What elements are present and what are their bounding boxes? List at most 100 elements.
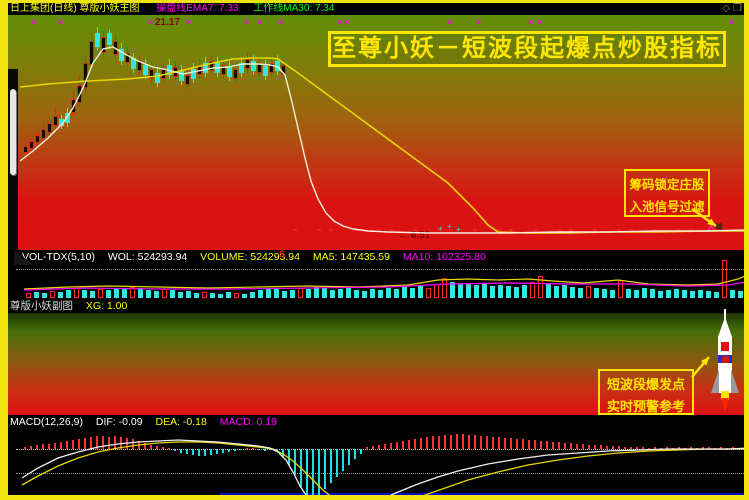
- macd-bar-up: [504, 438, 506, 449]
- macd-bar-up: [138, 441, 140, 449]
- volume-bar: [34, 292, 39, 298]
- flat-candle: [329, 229, 333, 231]
- macd-bar-up: [708, 447, 710, 449]
- volume-bar: [570, 287, 575, 298]
- candle-body: [35, 135, 40, 143]
- macd-bar-up: [714, 448, 716, 449]
- macd-bar-up: [114, 436, 116, 449]
- left-scrollbar-thumb[interactable]: [9, 89, 16, 175]
- candle-body: [203, 63, 208, 73]
- volume-bar: [722, 260, 727, 298]
- macd-bar-down: [234, 449, 236, 451]
- macd-chart-pane[interactable]: [8, 430, 744, 495]
- macd-bar-down: [330, 449, 332, 483]
- peak-price-label: 21.17: [155, 17, 181, 28]
- volume-bar: [642, 288, 647, 298]
- annotation-lock-line1: 筹码锁定庄股: [629, 178, 705, 192]
- macd-bar-up: [630, 447, 632, 449]
- macd-bar-up: [102, 436, 104, 449]
- macd-bar-up: [432, 436, 434, 449]
- x-mark: ×: [729, 17, 735, 27]
- window-bottom-edge: [220, 493, 744, 495]
- annotation-alert-box: 短波段爆发点 实时预警参考: [598, 369, 694, 415]
- volume-bar: [650, 289, 655, 298]
- candle-body: [29, 141, 34, 149]
- volume-bar: [514, 287, 519, 298]
- candle-body: [197, 65, 202, 75]
- volume-bar: [346, 288, 351, 298]
- volume-bar: [618, 280, 623, 298]
- volume-bar: [698, 290, 703, 298]
- volume-bar: [114, 288, 119, 298]
- xg-value: XG: 1.00: [85, 300, 128, 312]
- macd-bar-down: [198, 449, 200, 456]
- volume-bar: [306, 289, 311, 298]
- volume-bar: [458, 284, 463, 298]
- macd-bar-up: [522, 439, 524, 449]
- low-price-label: ← 6.51: [398, 230, 431, 241]
- macd-bar-up: [732, 447, 734, 449]
- macd-value: MACD: 0.19: [219, 416, 277, 428]
- macd-bar-up: [48, 444, 50, 449]
- macd-bar-up: [408, 440, 410, 449]
- candle-body: [209, 61, 214, 71]
- volume-bar: [578, 288, 583, 298]
- macd-bar-up: [42, 444, 44, 449]
- macd-bar-up: [486, 436, 488, 449]
- candle-body: [59, 119, 64, 126]
- volume-bar: [714, 292, 719, 298]
- volume-bar: [162, 289, 167, 298]
- macd-bar-up: [726, 448, 728, 449]
- x-mark: ×: [278, 17, 284, 27]
- macd-bar-down: [240, 449, 242, 450]
- volume-bar: [554, 286, 559, 298]
- macd-bar-up: [144, 443, 146, 449]
- macd-bar-down: [204, 449, 206, 456]
- sub-indicator-name[interactable]: 尊版小妖副图: [10, 300, 73, 312]
- volume-bar: [178, 292, 183, 298]
- macd-bar-up: [690, 447, 692, 449]
- volume-bar: [26, 293, 31, 298]
- sub-chart-pane[interactable]: [8, 313, 744, 415]
- macd-bar-up: [462, 434, 464, 449]
- volume-bar: [266, 288, 271, 298]
- volume-bar: [546, 284, 551, 298]
- candle-body: [125, 53, 130, 63]
- volume-bar: [218, 294, 223, 298]
- annotation-lock-box: 筹码锁定庄股 入池信号过滤: [624, 169, 710, 217]
- maximize-icon[interactable]: ❒: [733, 3, 742, 14]
- flat-candle: [677, 229, 681, 231]
- macd-bar-up: [426, 437, 428, 449]
- macd-bar-up: [384, 444, 386, 449]
- minimize-icon[interactable]: ◇: [722, 3, 730, 14]
- volume-bar: [122, 289, 127, 298]
- macd-indicator-name[interactable]: MACD(12,26,9): [10, 416, 83, 428]
- macd-bar-up: [624, 447, 626, 449]
- volume-bar: [146, 290, 151, 298]
- candle-body: [155, 73, 160, 83]
- annotation-lock-line2: 入池信号过滤: [629, 200, 705, 214]
- candle-body: [23, 146, 28, 153]
- macd-zero-line: [16, 449, 744, 450]
- x-mark: ×: [337, 17, 343, 27]
- macd-bar-down: [258, 449, 260, 450]
- macd-bar-up: [720, 447, 722, 449]
- macd-bar-down: [312, 449, 314, 495]
- volume-bar: [106, 290, 111, 298]
- candle-body: [215, 63, 220, 73]
- volume-bar: [626, 289, 631, 298]
- plus-mark: +: [438, 224, 443, 233]
- flat-candle: [593, 229, 597, 231]
- volume-bar: [50, 291, 55, 298]
- macd-bar-up: [420, 438, 422, 449]
- macd-bar-down: [186, 449, 188, 454]
- macd-bar-up: [702, 447, 704, 449]
- sell-marker: S: [279, 249, 286, 259]
- macd-bar-up: [528, 440, 530, 449]
- macd-bar-up: [540, 441, 542, 449]
- volume-indicator-name[interactable]: VOL-TDX(5,10): [22, 251, 95, 263]
- macd-bar-down: [270, 449, 272, 450]
- macd-bar-up: [402, 441, 404, 449]
- volume-bar: [682, 290, 687, 298]
